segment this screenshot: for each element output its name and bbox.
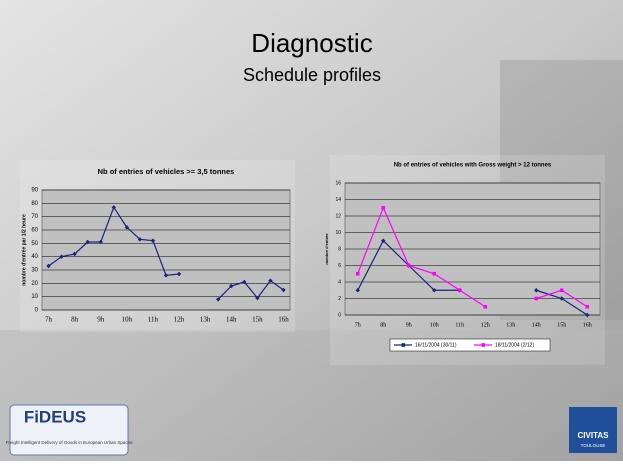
chart-title: Nb of entries of vehicles >= 3,5 tonnes <box>98 167 235 176</box>
y-tick-label: 20 <box>31 281 38 287</box>
y-tick-label: 70 <box>31 214 38 220</box>
slide: Diagnostic Schedule profiles FiDEUS Frei… <box>0 0 623 461</box>
x-tick-label: 7h <box>45 316 53 324</box>
point <box>432 272 436 276</box>
point <box>483 305 487 309</box>
x-tick-label: 16h <box>278 316 289 324</box>
y-tick-label: 80 <box>31 201 38 207</box>
x-tick-label: 11h <box>148 316 159 324</box>
point <box>560 288 564 292</box>
y-tick-label: 30 <box>31 268 38 274</box>
x-tick-label: 8h <box>71 316 79 324</box>
x-tick-label: 9h <box>97 316 105 324</box>
logo-city: TOULOUSE <box>581 443 606 448</box>
y-axis-label: nombre d'entrée par 1/2 heure <box>21 214 27 286</box>
legend-marker <box>482 343 486 347</box>
x-tick-label: 14h <box>532 322 541 328</box>
logo-name: FiDEUS <box>24 407 86 426</box>
point <box>356 272 360 276</box>
y-tick-label: 10 <box>31 294 38 300</box>
legend-label: 16/11/2004 (30/11) <box>415 342 457 348</box>
legend-marker <box>402 343 406 347</box>
y-tick-label: 2 <box>338 296 341 302</box>
logo-name: CIVITAS <box>578 431 610 440</box>
y-tick-label: 0 <box>338 312 341 318</box>
y-tick-label: 6 <box>338 263 341 269</box>
y-axis-label: nombre d'entrée <box>324 233 329 265</box>
slide-subtitle: Schedule profiles <box>243 65 381 85</box>
x-tick-label: 8h <box>380 322 386 328</box>
x-tick-label: 11h <box>455 322 464 328</box>
y-tick-label: 60 <box>31 228 38 234</box>
point <box>534 297 538 301</box>
x-tick-label: 10h <box>430 322 439 328</box>
x-tick-label: 12h <box>174 316 185 324</box>
slide-title: Diagnostic <box>251 28 372 58</box>
left-logo: FiDEUS Freight Intelligent Delivery of G… <box>6 405 134 455</box>
chart-title: Nb of entries of vehicles with Gross wei… <box>394 163 552 169</box>
y-tick-label: 12 <box>335 213 341 219</box>
right-logo: CIVITAS TOULOUSE <box>569 407 617 453</box>
point <box>458 288 462 292</box>
y-tick-label: 4 <box>338 279 341 285</box>
y-tick-label: 40 <box>31 254 38 260</box>
y-tick-label: 50 <box>31 241 38 247</box>
y-tick-label: 14 <box>335 197 341 203</box>
logo-caption: Freight Intelligent Delivery of Goods in… <box>6 440 134 445</box>
x-tick-label: 12h <box>481 322 490 328</box>
point <box>585 305 589 309</box>
x-tick-label: 13h <box>200 316 211 324</box>
point <box>381 206 385 210</box>
y-tick-label: 8 <box>338 246 341 252</box>
x-tick-label: 7h <box>355 322 361 328</box>
point <box>407 264 411 268</box>
x-tick-label: 16h <box>583 322 592 328</box>
legend-label: 18/11/2004 (2/12) <box>495 342 534 348</box>
x-tick-label: 15h <box>252 316 263 324</box>
x-tick-label: 14h <box>226 316 237 324</box>
x-tick-label: 9h <box>406 322 412 328</box>
y-tick-label: 10 <box>335 230 341 236</box>
x-tick-label: 15h <box>557 322 566 328</box>
y-tick-label: 90 <box>31 188 38 194</box>
y-tick-label: 16 <box>335 180 341 186</box>
x-tick-label: 13h <box>506 322 515 328</box>
x-tick-label: 10h <box>122 316 133 324</box>
